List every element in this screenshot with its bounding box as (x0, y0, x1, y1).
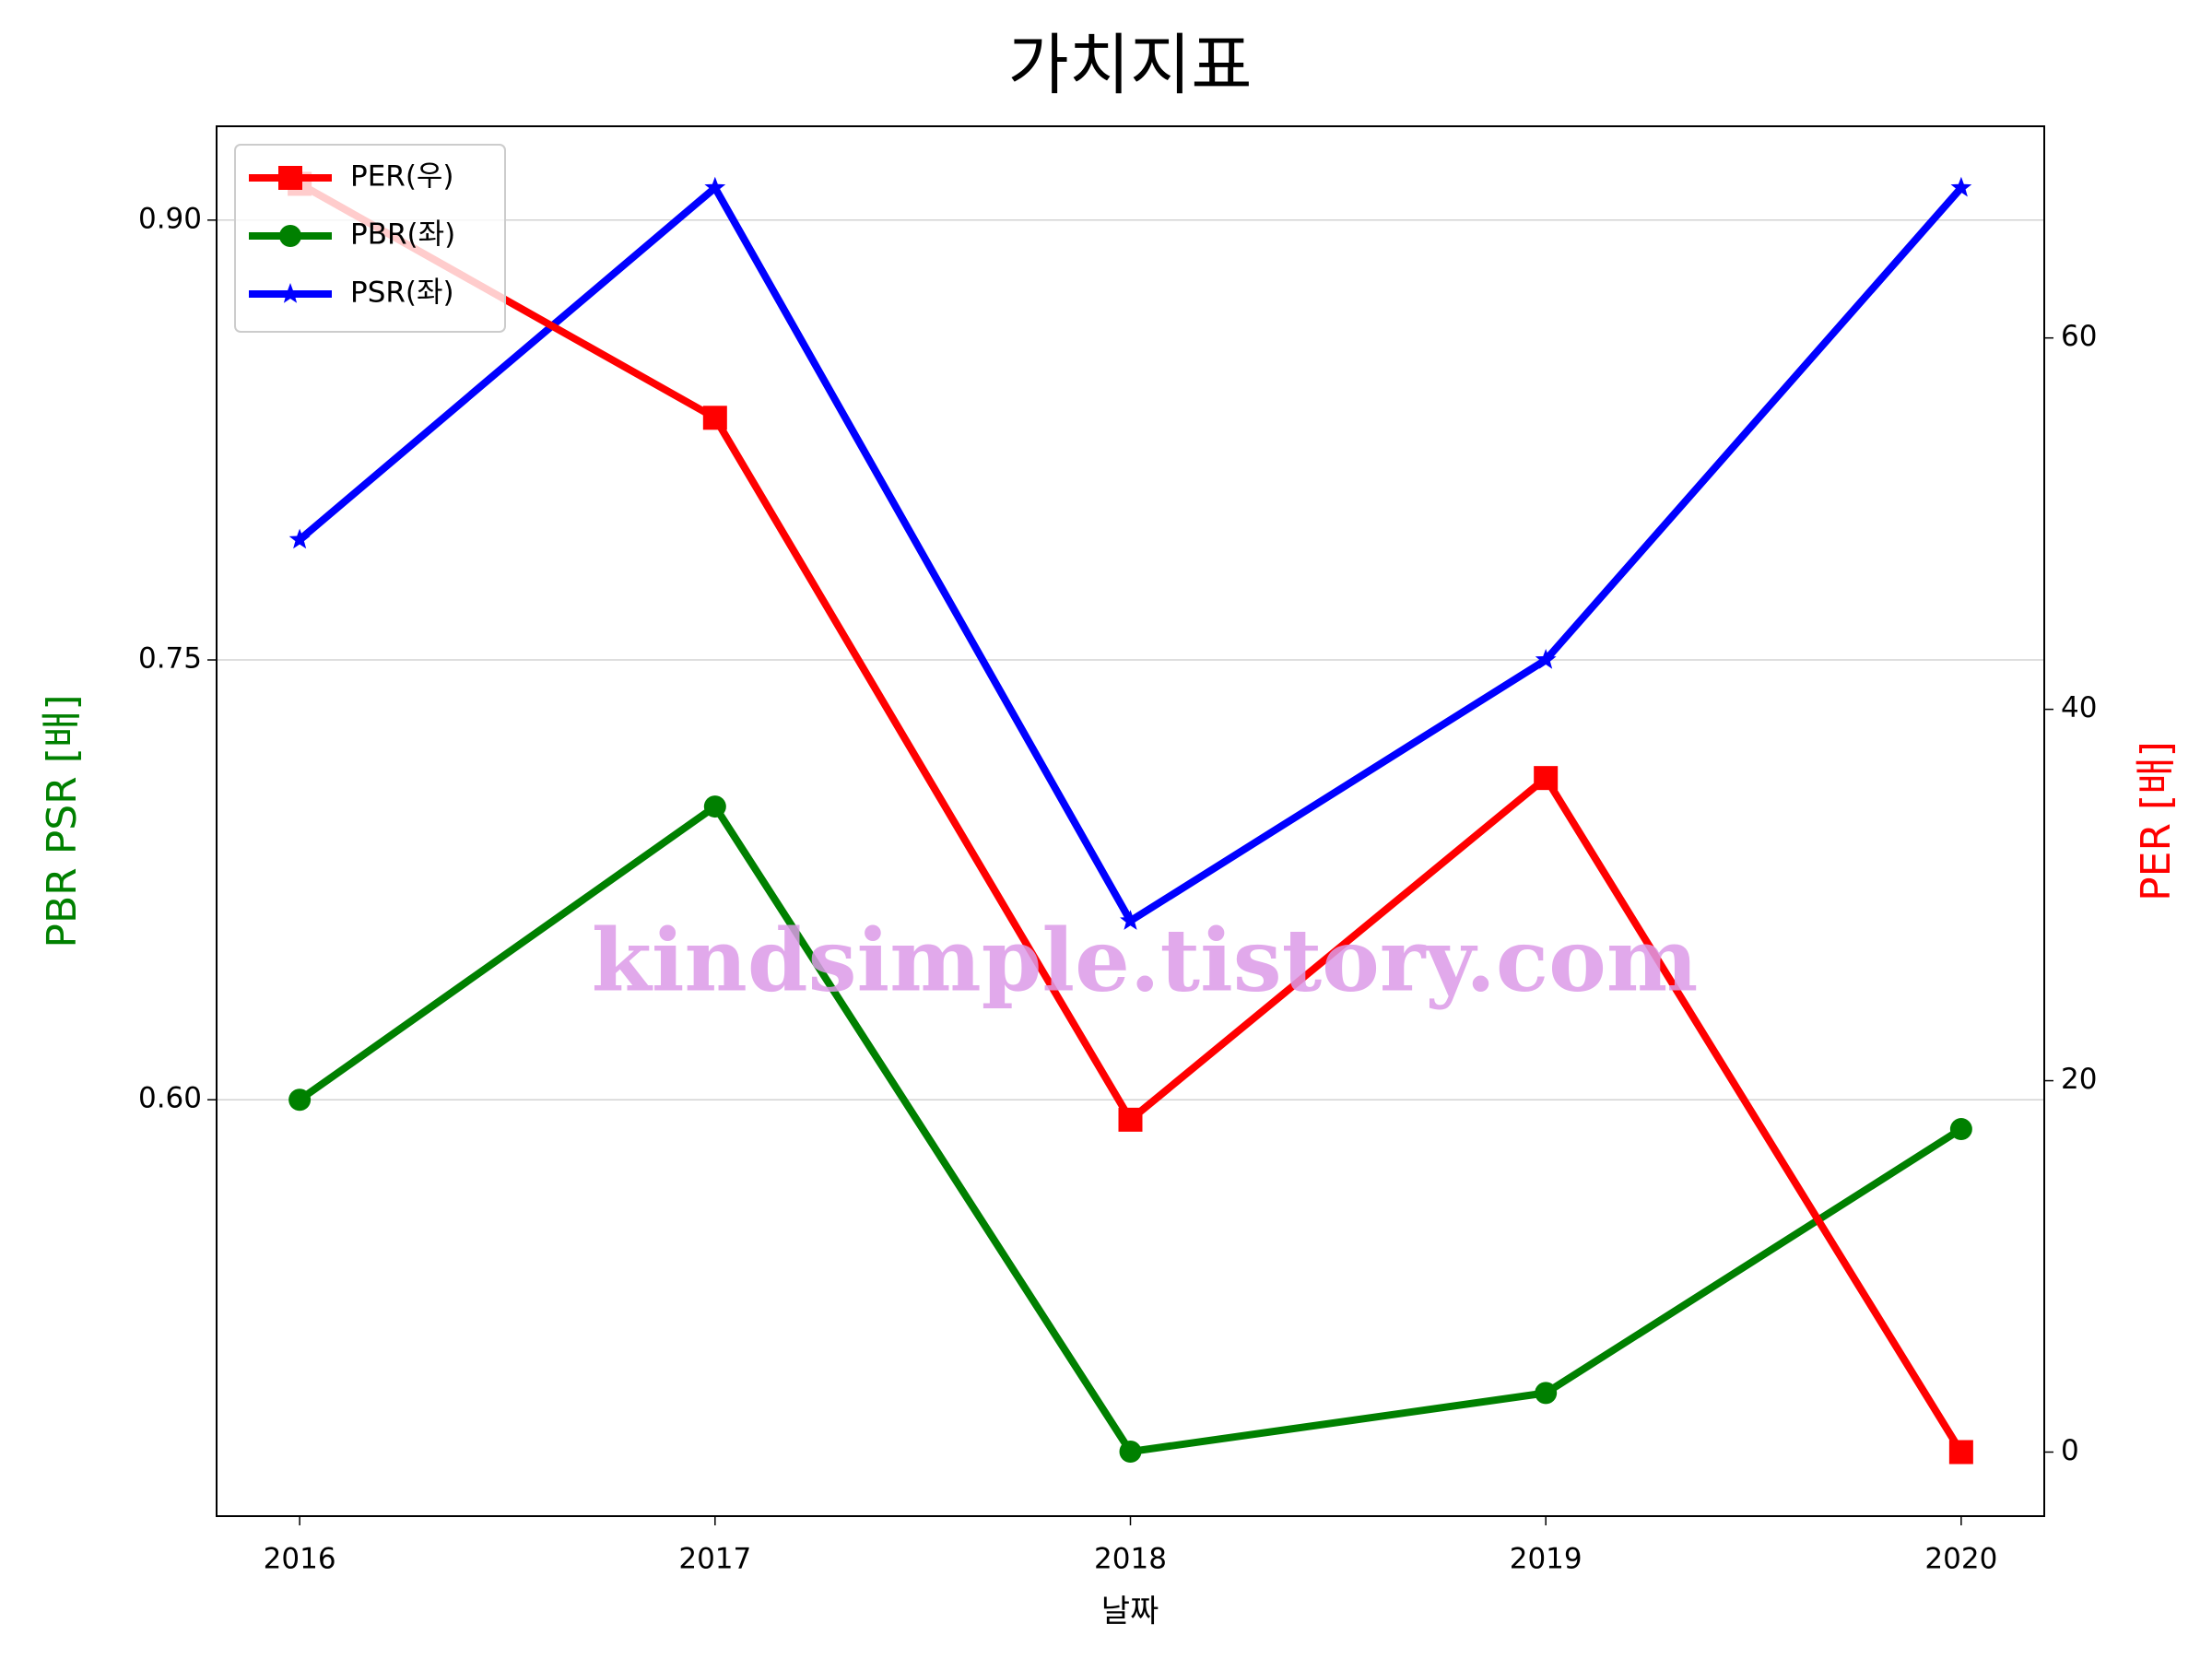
x-axis-label: 날짜 (1101, 1594, 1159, 1630)
x-tick-label: 2018 (1094, 1543, 1167, 1576)
legend-marker (278, 166, 302, 190)
x-tick-label: 2019 (1510, 1543, 1583, 1576)
y2-tick-label: 60 (2061, 320, 2097, 353)
x-tick-label: 2020 (1924, 1543, 1997, 1576)
y-tick-label: 0.60 (138, 1082, 202, 1115)
y2-tick-label: 20 (2061, 1063, 2097, 1096)
y-tick-label: 0.90 (138, 202, 202, 235)
y-tick-label: 0.75 (138, 642, 202, 676)
y-axis-label: PBR PSR [배] (39, 694, 86, 947)
marker (704, 176, 726, 197)
chart-title: 가치지표 (1008, 27, 1253, 104)
y2-tick-label: 40 (2061, 691, 2097, 724)
marker (1534, 766, 1559, 791)
legend-marker (279, 283, 301, 303)
marker (1948, 1440, 1973, 1465)
x-tick-label: 2017 (678, 1543, 751, 1576)
marker (1120, 910, 1141, 930)
marker (1119, 1441, 1142, 1464)
marker (1535, 1382, 1558, 1405)
marker (703, 795, 726, 818)
x-tick-label: 2016 (264, 1543, 336, 1576)
marker (1118, 1107, 1143, 1132)
legend-marker (279, 225, 301, 247)
marker (288, 528, 311, 549)
legend-box (234, 144, 506, 333)
legend-label: PER(우) (350, 160, 454, 194)
marker (1950, 176, 1972, 197)
y2-tick-label: 0 (2061, 1434, 2079, 1467)
legend-label: PSR(좌) (350, 276, 454, 310)
marker (1535, 649, 1557, 669)
legend-label: PBR(좌) (350, 218, 455, 252)
marker (1949, 1118, 1972, 1141)
plot-frame (216, 125, 2045, 1517)
marker (702, 406, 727, 430)
y2-axis-label: PER [배] (2133, 741, 2180, 901)
marker (288, 1088, 312, 1112)
watermark: kindsimple.tistory.com (592, 910, 1699, 1011)
